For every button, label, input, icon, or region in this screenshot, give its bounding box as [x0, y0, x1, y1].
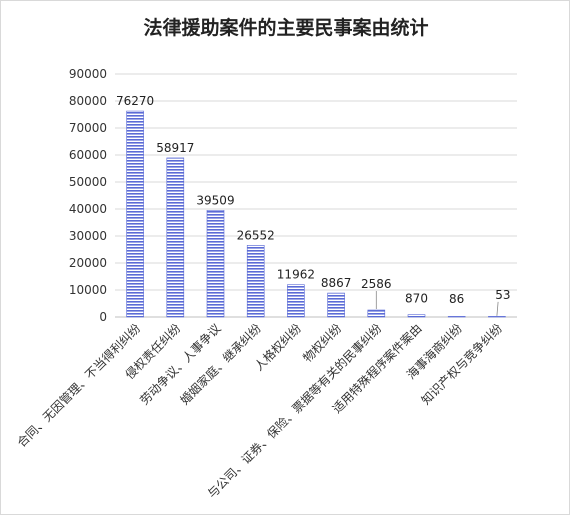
data-label: 76270: [116, 94, 154, 108]
data-label: 26552: [237, 228, 275, 242]
y-axis-ticks: 0 10000 20000 30000 40000 50000 60000 70000 8000…: [69, 67, 107, 324]
category-labels: 合同、无因管理、不当得利纠纷侵权责任纠纷劳动争议、人事争议婚姻家庭、继承纠纷人格…: [14, 321, 505, 501]
bar: [166, 157, 185, 318]
leader-line: [496, 301, 499, 316]
data-label: 11962: [277, 268, 315, 282]
bar: [447, 316, 466, 318]
bar: [206, 210, 225, 318]
bar: [488, 316, 506, 318]
bar: [327, 292, 345, 318]
category-label: 合同、无因管理、不当得利纠纷: [14, 321, 143, 450]
y-tick-label: 70000: [69, 121, 107, 135]
data-label: 86: [449, 292, 464, 306]
data-label: 870: [405, 292, 428, 306]
y-tick-label: 60000: [69, 148, 107, 162]
y-tick-label: 40000: [69, 202, 107, 216]
y-tick-label: 30000: [69, 229, 107, 243]
y-tick-label: 10000: [69, 283, 107, 297]
y-tick-label: 90000: [69, 67, 107, 81]
y-tick-label: 80000: [69, 94, 107, 108]
data-label: 53: [495, 288, 510, 302]
data-label: 58917: [156, 141, 194, 155]
category-label: 知识产权与竞争纠纷: [419, 321, 505, 407]
data-label: 8867: [321, 276, 352, 290]
data-label: 39509: [196, 193, 234, 207]
bar: [126, 110, 144, 318]
y-tick-label: 20000: [69, 256, 107, 270]
bar: [246, 245, 265, 318]
bars: [126, 110, 506, 318]
bar: [407, 314, 426, 318]
bar: [367, 309, 386, 318]
data-label: 2586: [361, 277, 392, 291]
y-tick-label: 50000: [69, 175, 107, 189]
y-tick-label: 0: [99, 310, 107, 324]
bar: [287, 284, 305, 318]
data-labels: 76270 58917 39509 26552 11962 8867 2586 870 86 53: [116, 94, 511, 316]
chart-title: 法律援助案件的主要民事案由统计: [143, 16, 428, 39]
